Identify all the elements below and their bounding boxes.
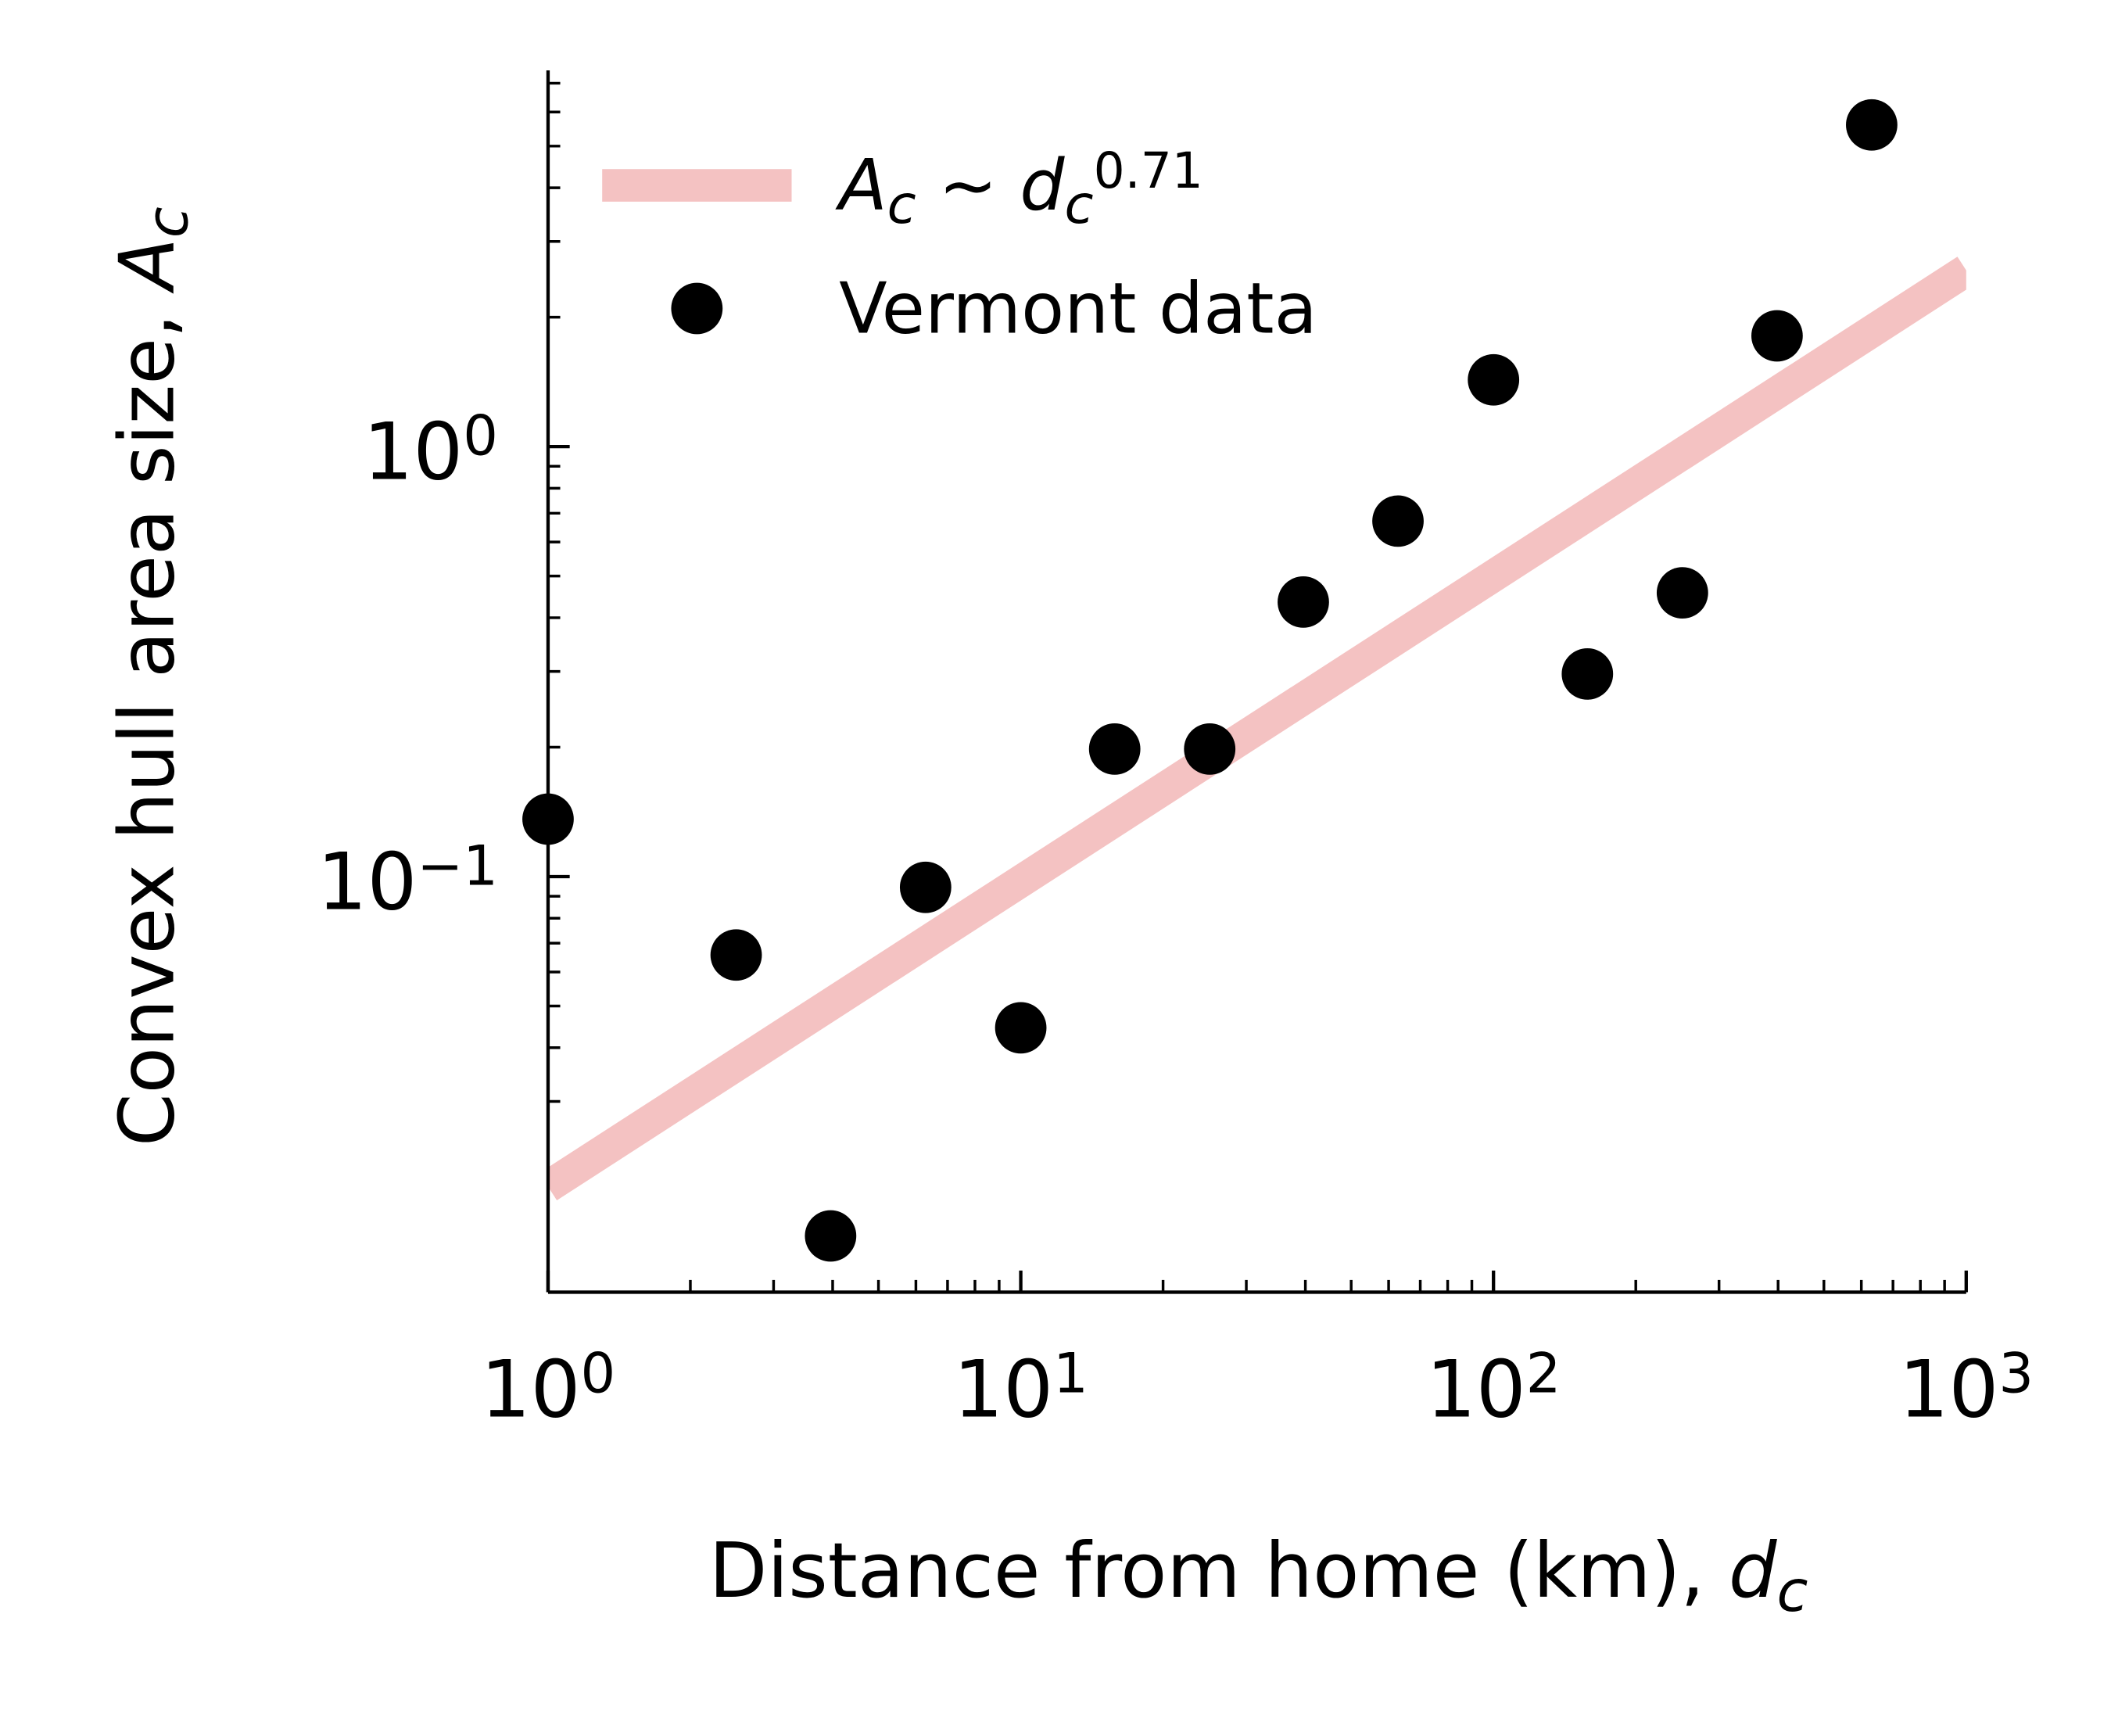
- fit-line: [547, 256, 1966, 1200]
- data-point: [710, 929, 762, 981]
- data-point: [1088, 723, 1141, 775]
- data-point: [805, 1210, 857, 1262]
- x-tick-label: 100: [481, 1341, 615, 1435]
- data-point: [899, 861, 952, 913]
- legend-swatch: [671, 282, 723, 335]
- x-tick-label: 101: [953, 1341, 1088, 1435]
- legend-label: Vermont data: [839, 268, 1317, 350]
- y-axis-label: Convex hull area size, Ac: [103, 206, 202, 1146]
- y-tick-label: 100: [363, 404, 497, 497]
- legend-label: Ac ~ dc0.71: [835, 142, 1203, 235]
- data-point: [1846, 99, 1898, 151]
- data-point: [1751, 310, 1803, 362]
- data-point: [1468, 353, 1520, 406]
- data-point: [1372, 495, 1424, 547]
- x-axis-label: Distance from home (km), dc: [709, 1526, 1808, 1625]
- y-tick-label: 10−1: [317, 834, 498, 927]
- data-point: [995, 1002, 1047, 1054]
- x-tick-label: 102: [1426, 1341, 1561, 1435]
- x-tick-label: 103: [1899, 1341, 2034, 1435]
- data-point: [1656, 567, 1708, 619]
- data-point: [1561, 647, 1614, 700]
- data-point: [1184, 723, 1236, 775]
- data-point: [1278, 576, 1329, 628]
